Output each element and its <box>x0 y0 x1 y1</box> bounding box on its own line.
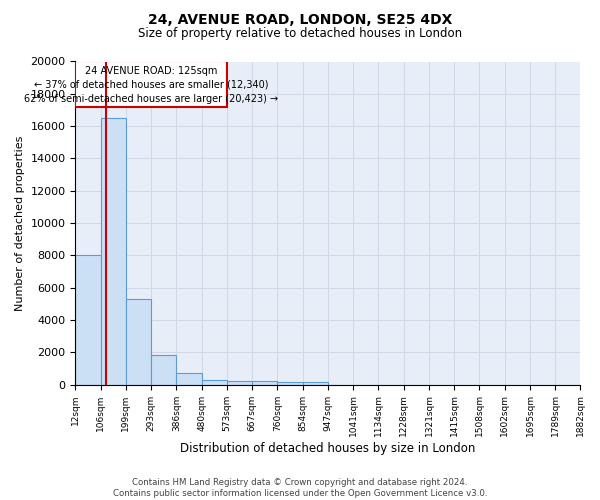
Text: 24, AVENUE ROAD, LONDON, SE25 4DX: 24, AVENUE ROAD, LONDON, SE25 4DX <box>148 12 452 26</box>
Bar <box>202 380 227 384</box>
Text: 24 AVENUE ROAD: 125sqm: 24 AVENUE ROAD: 125sqm <box>85 66 217 76</box>
Bar <box>227 382 253 384</box>
Y-axis label: Number of detached properties: Number of detached properties <box>15 136 25 310</box>
Bar <box>76 62 227 106</box>
Text: 62% of semi-detached houses are larger (20,423) →: 62% of semi-detached houses are larger (… <box>24 94 278 104</box>
Bar <box>76 256 101 384</box>
Text: Contains HM Land Registry data © Crown copyright and database right 2024.
Contai: Contains HM Land Registry data © Crown c… <box>113 478 487 498</box>
Text: Size of property relative to detached houses in London: Size of property relative to detached ho… <box>138 28 462 40</box>
Bar <box>101 118 126 384</box>
Bar <box>126 299 151 384</box>
Bar <box>176 374 202 384</box>
Text: ← 37% of detached houses are smaller (12,340): ← 37% of detached houses are smaller (12… <box>34 80 268 90</box>
Bar <box>277 382 303 384</box>
Bar <box>253 382 277 384</box>
Bar <box>303 382 328 384</box>
X-axis label: Distribution of detached houses by size in London: Distribution of detached houses by size … <box>180 442 476 455</box>
Bar <box>151 354 176 384</box>
